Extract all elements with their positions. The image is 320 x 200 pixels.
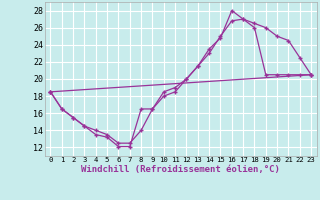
X-axis label: Windchill (Refroidissement éolien,°C): Windchill (Refroidissement éolien,°C) — [81, 165, 280, 174]
